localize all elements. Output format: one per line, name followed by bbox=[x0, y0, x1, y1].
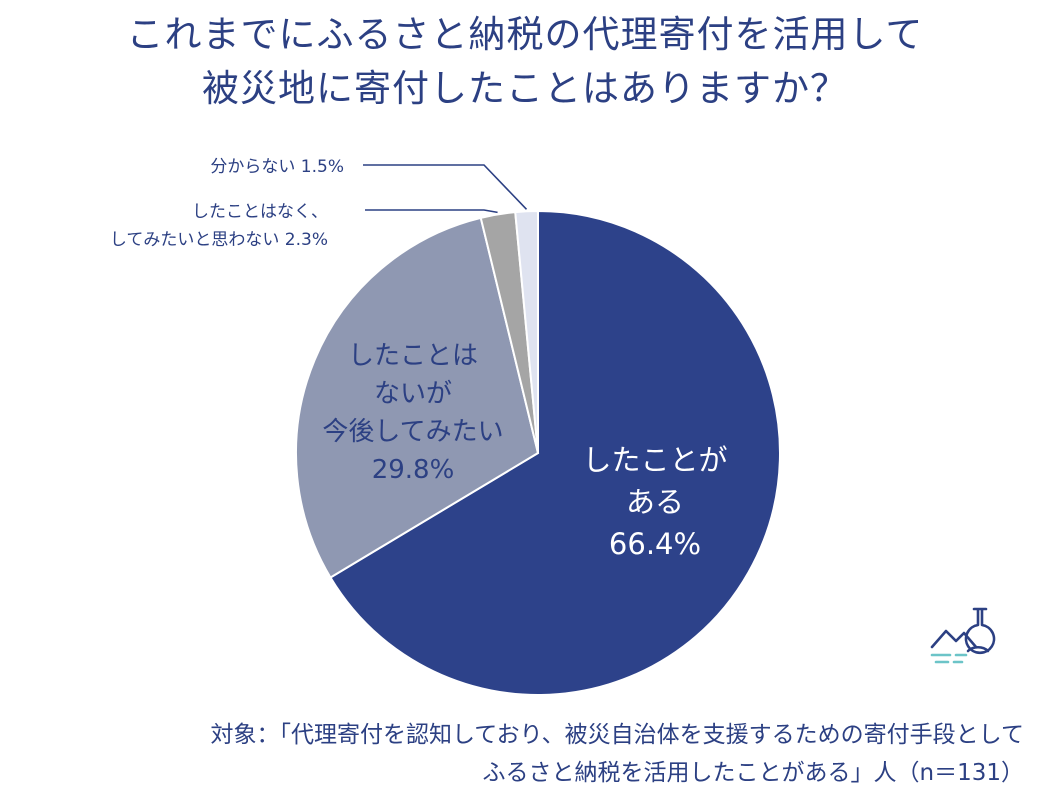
slice-label-2-line-3: 今後してみたい bbox=[322, 417, 503, 447]
footnote-line-1: 対象：「代理寄付を認知しており、被災自治体を支援するための寄付手段として bbox=[210, 722, 1024, 748]
chart-title: これまでにふるさと納税の代理寄付を活用して 被災地に寄付したことはありますか？ bbox=[0, 8, 1050, 116]
pie-slice-4 bbox=[514, 209, 539, 454]
footnote-line-2: ふるさと納税を活用したことがある」人（n＝131） bbox=[482, 760, 1024, 786]
slice-label-1-line-2: ある bbox=[626, 485, 684, 519]
slice-label-2-line-2: ないが bbox=[374, 379, 452, 409]
slice-label-3-line-1: したことはなく、 bbox=[192, 202, 328, 222]
slice-label-2-line-1: したことは bbox=[348, 341, 478, 371]
chart-title-line-2: 被災地に寄付したことはありますか？ bbox=[202, 67, 848, 110]
slice-label-1-line-3: 66.4% bbox=[609, 527, 701, 561]
slice-label-1-line-1: したことが bbox=[582, 443, 727, 477]
flask-mountain-icon bbox=[930, 607, 996, 664]
pie-slice-1 bbox=[329, 209, 781, 696]
chart-title-line-1: これまでにふるさと納税の代理寄付を活用して bbox=[126, 13, 924, 56]
slice-label-4-line-1: 分からない 1.5% bbox=[210, 157, 344, 177]
footnote: 対象：「代理寄付を認知しており、被災自治体を支援するための寄付手段として ふるさ… bbox=[210, 716, 1024, 792]
leader-line-4 bbox=[363, 164, 528, 210]
leader-line-3 bbox=[365, 209, 498, 214]
slice-label-2-line-4: 29.8% bbox=[372, 455, 455, 485]
slice-label-3-line-2: してみたいと思わない 2.3% bbox=[110, 230, 328, 250]
pie-slice-2 bbox=[295, 216, 540, 579]
